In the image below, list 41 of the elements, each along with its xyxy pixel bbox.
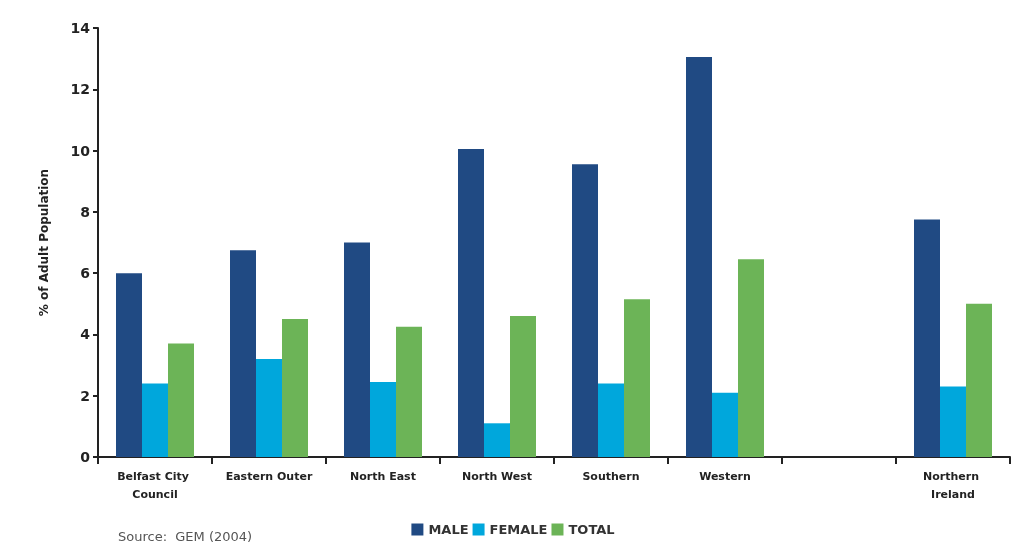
bar: [940, 386, 966, 457]
bar: [116, 273, 142, 457]
bar: [344, 242, 370, 457]
x-tick-label: Northern Ireland: [923, 469, 983, 501]
bar: [966, 303, 992, 457]
bar: [230, 250, 256, 457]
bar: [572, 164, 598, 457]
bar: [256, 358, 282, 457]
bar: [396, 326, 422, 457]
x-tick-label: Eastern Outer: [225, 469, 313, 483]
y-tick-label: 0: [80, 449, 91, 465]
bar: [624, 299, 650, 457]
legend-label: MALE: [428, 522, 469, 537]
bar: [168, 343, 194, 457]
bar: [484, 423, 510, 457]
bar: [142, 383, 168, 457]
bar: [458, 149, 484, 457]
legend-label: FEMALE: [489, 522, 548, 537]
y-tick-label: 8: [80, 203, 90, 220]
source-note: Source: GEM (2004): [118, 529, 253, 544]
x-tick-label: North West: [461, 469, 533, 483]
y-tick-label: 2: [80, 387, 90, 404]
x-tick-label: Southern: [582, 469, 640, 483]
y-tick-label: 4: [80, 326, 91, 343]
bar: [282, 319, 308, 457]
y-tick-label: 12: [70, 81, 90, 98]
bar: [510, 316, 536, 457]
bar: [598, 383, 624, 457]
bar: [914, 219, 940, 457]
y-axis-title: % of Adult Population: [37, 168, 51, 317]
bar: [686, 57, 712, 457]
bar: [712, 392, 738, 457]
x-tick-label: North East: [350, 469, 416, 483]
y-tick-label: 6: [80, 265, 90, 282]
y-tick-label: 14: [70, 20, 91, 36]
x-tick-label: Belfast City Council: [117, 469, 193, 501]
y-tick-label: 10: [70, 142, 91, 159]
x-tick-label: Western: [699, 469, 751, 483]
legend-label: TOTAL: [568, 522, 615, 537]
bar: [738, 259, 764, 457]
bar: [370, 381, 396, 457]
